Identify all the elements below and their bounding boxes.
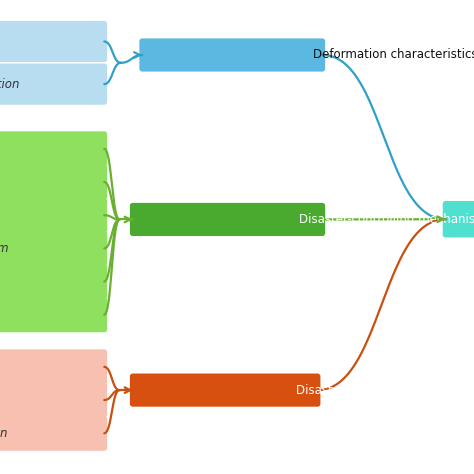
Text: system: system (0, 242, 9, 255)
FancyBboxPatch shape (0, 349, 107, 384)
FancyBboxPatch shape (0, 231, 107, 266)
FancyBboxPatch shape (130, 374, 320, 407)
Text: ruction: ruction (0, 427, 9, 440)
Text: ormation: ormation (0, 78, 20, 91)
FancyBboxPatch shape (139, 38, 325, 72)
FancyBboxPatch shape (0, 264, 107, 299)
FancyBboxPatch shape (0, 64, 107, 105)
FancyBboxPatch shape (0, 416, 107, 451)
FancyBboxPatch shape (130, 203, 325, 236)
FancyBboxPatch shape (0, 198, 107, 233)
FancyBboxPatch shape (0, 131, 107, 166)
FancyBboxPatch shape (0, 383, 107, 418)
Text: Disaster-controlling mechanism: Disaster-controlling mechanism (299, 213, 474, 226)
FancyBboxPatch shape (0, 21, 107, 62)
Text: Deformation characteristics: Deformation characteristics (313, 48, 474, 62)
FancyBboxPatch shape (443, 201, 474, 237)
FancyBboxPatch shape (0, 164, 107, 200)
FancyBboxPatch shape (0, 297, 107, 332)
Text: Disaster-triggering mechanism: Disaster-triggering mechanism (296, 383, 474, 397)
